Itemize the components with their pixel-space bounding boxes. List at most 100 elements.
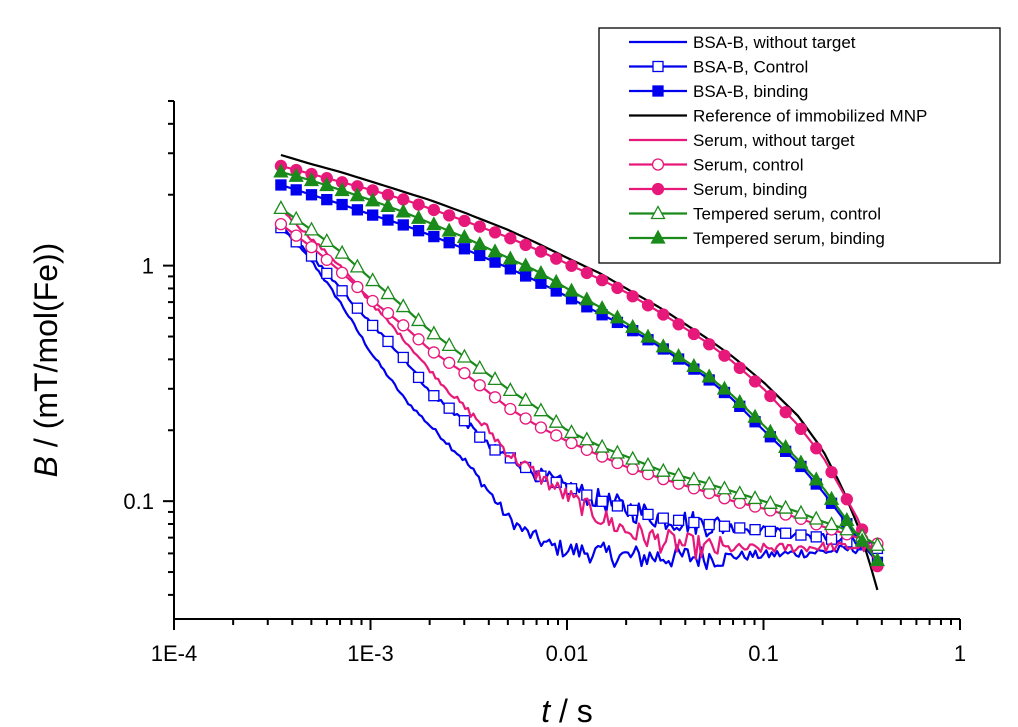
square-marker [535,277,547,289]
circle-marker [427,203,441,217]
x-tick-label: 1 [954,641,966,666]
triangle-marker [650,205,666,220]
square-marker [611,500,624,512]
square-marker [627,504,639,516]
x-tick-label: 1E-3 [347,641,393,666]
triangle-marker [686,357,702,372]
square-marker [428,230,440,243]
legend-item: Serum, control [629,156,804,175]
triangle-marker [640,456,656,471]
triangle-marker [854,532,870,547]
square-marker [367,319,379,332]
circle-marker [290,229,303,242]
axes [163,100,961,630]
triangle-marker [288,167,304,182]
square-marker [718,520,731,532]
circle-marker [550,252,563,265]
square-marker [652,60,664,73]
triangle-marker [793,504,809,519]
x-axis-title-symbol: t [541,693,551,727]
circle-marker [779,405,792,419]
triangle-marker [441,337,457,352]
x-axis-title-unit: / s [550,693,593,727]
square-marker [474,249,486,262]
triangle-marker [778,499,794,514]
triangle-marker [563,424,580,439]
tick-labels: 1E-4 1E-3 0.01 0.1 1 1 0.1 [123,254,966,666]
circle-marker [412,198,425,211]
circle-marker [794,422,808,436]
circle-marker [672,318,685,331]
square-marker [749,523,761,536]
triangle-marker [762,423,778,438]
circle-marker [458,214,471,228]
circle-marker [595,273,609,287]
circle-marker [458,367,471,380]
triangle-marker [365,272,381,287]
legend-label: Serum, without target [693,131,855,150]
series-1 [275,221,884,555]
circle-marker [611,281,624,295]
circle-marker [580,266,593,280]
circle-marker [657,308,670,321]
triangle-marker [701,475,717,490]
legend: BSA-B, without target BSA-B, Control BSA-B… [598,27,1001,264]
triangle-marker [625,450,641,465]
series-line [280,170,879,562]
square-marker [458,243,471,255]
series-7 [273,200,886,551]
triangle-marker [839,511,855,526]
triangle-marker [808,510,824,525]
triangle-marker [747,490,763,505]
triangle-marker [502,382,518,397]
legend-item: Tempered serum, binding [629,229,885,248]
triangle-marker [609,444,625,459]
triangle-marker [579,291,595,306]
circle-marker [427,346,441,359]
circle-marker [626,290,639,303]
square-marker [688,516,700,529]
triangle-marker [701,368,717,383]
triangle-marker [380,197,396,212]
circle-marker [351,280,364,294]
y-axis-title: B / (mT/mol(Fe)) [28,243,64,478]
square-marker [519,270,532,282]
circle-marker [488,391,502,404]
square-marker [810,531,822,543]
circle-marker [412,333,425,346]
square-marker [382,214,394,226]
circle-marker [703,338,716,351]
circle-marker [504,232,517,245]
legend-label: BSA-B, without target [693,33,856,52]
triangle-marker [334,244,350,259]
square-marker [367,209,379,221]
circle-marker [534,421,548,434]
square-marker [703,518,715,531]
triangle-marker [594,438,610,453]
triangle-marker [793,454,809,469]
triangle-marker [487,371,503,386]
square-marker [412,225,425,237]
square-marker [596,495,608,507]
circle-marker [335,266,349,279]
square-marker [412,371,425,384]
triangle-marker [609,309,625,324]
circle-marker [274,218,288,231]
triangle-marker [426,216,442,231]
triangle-marker [456,228,473,243]
circle-marker [305,240,318,254]
triangle-marker [594,300,610,315]
circle-marker [550,429,563,442]
circle-marker [473,220,486,233]
triangle-marker [426,325,442,340]
triangle-marker [823,516,840,531]
legend-item: BSA-B, binding [629,82,808,101]
triangle-marker [563,282,580,297]
square-marker [336,198,348,211]
triangle-marker [808,471,824,486]
triangle-marker [625,318,641,333]
circle-marker [473,379,486,392]
series-6 [274,159,884,573]
series-line [280,207,878,547]
triangle-marker [686,471,702,486]
